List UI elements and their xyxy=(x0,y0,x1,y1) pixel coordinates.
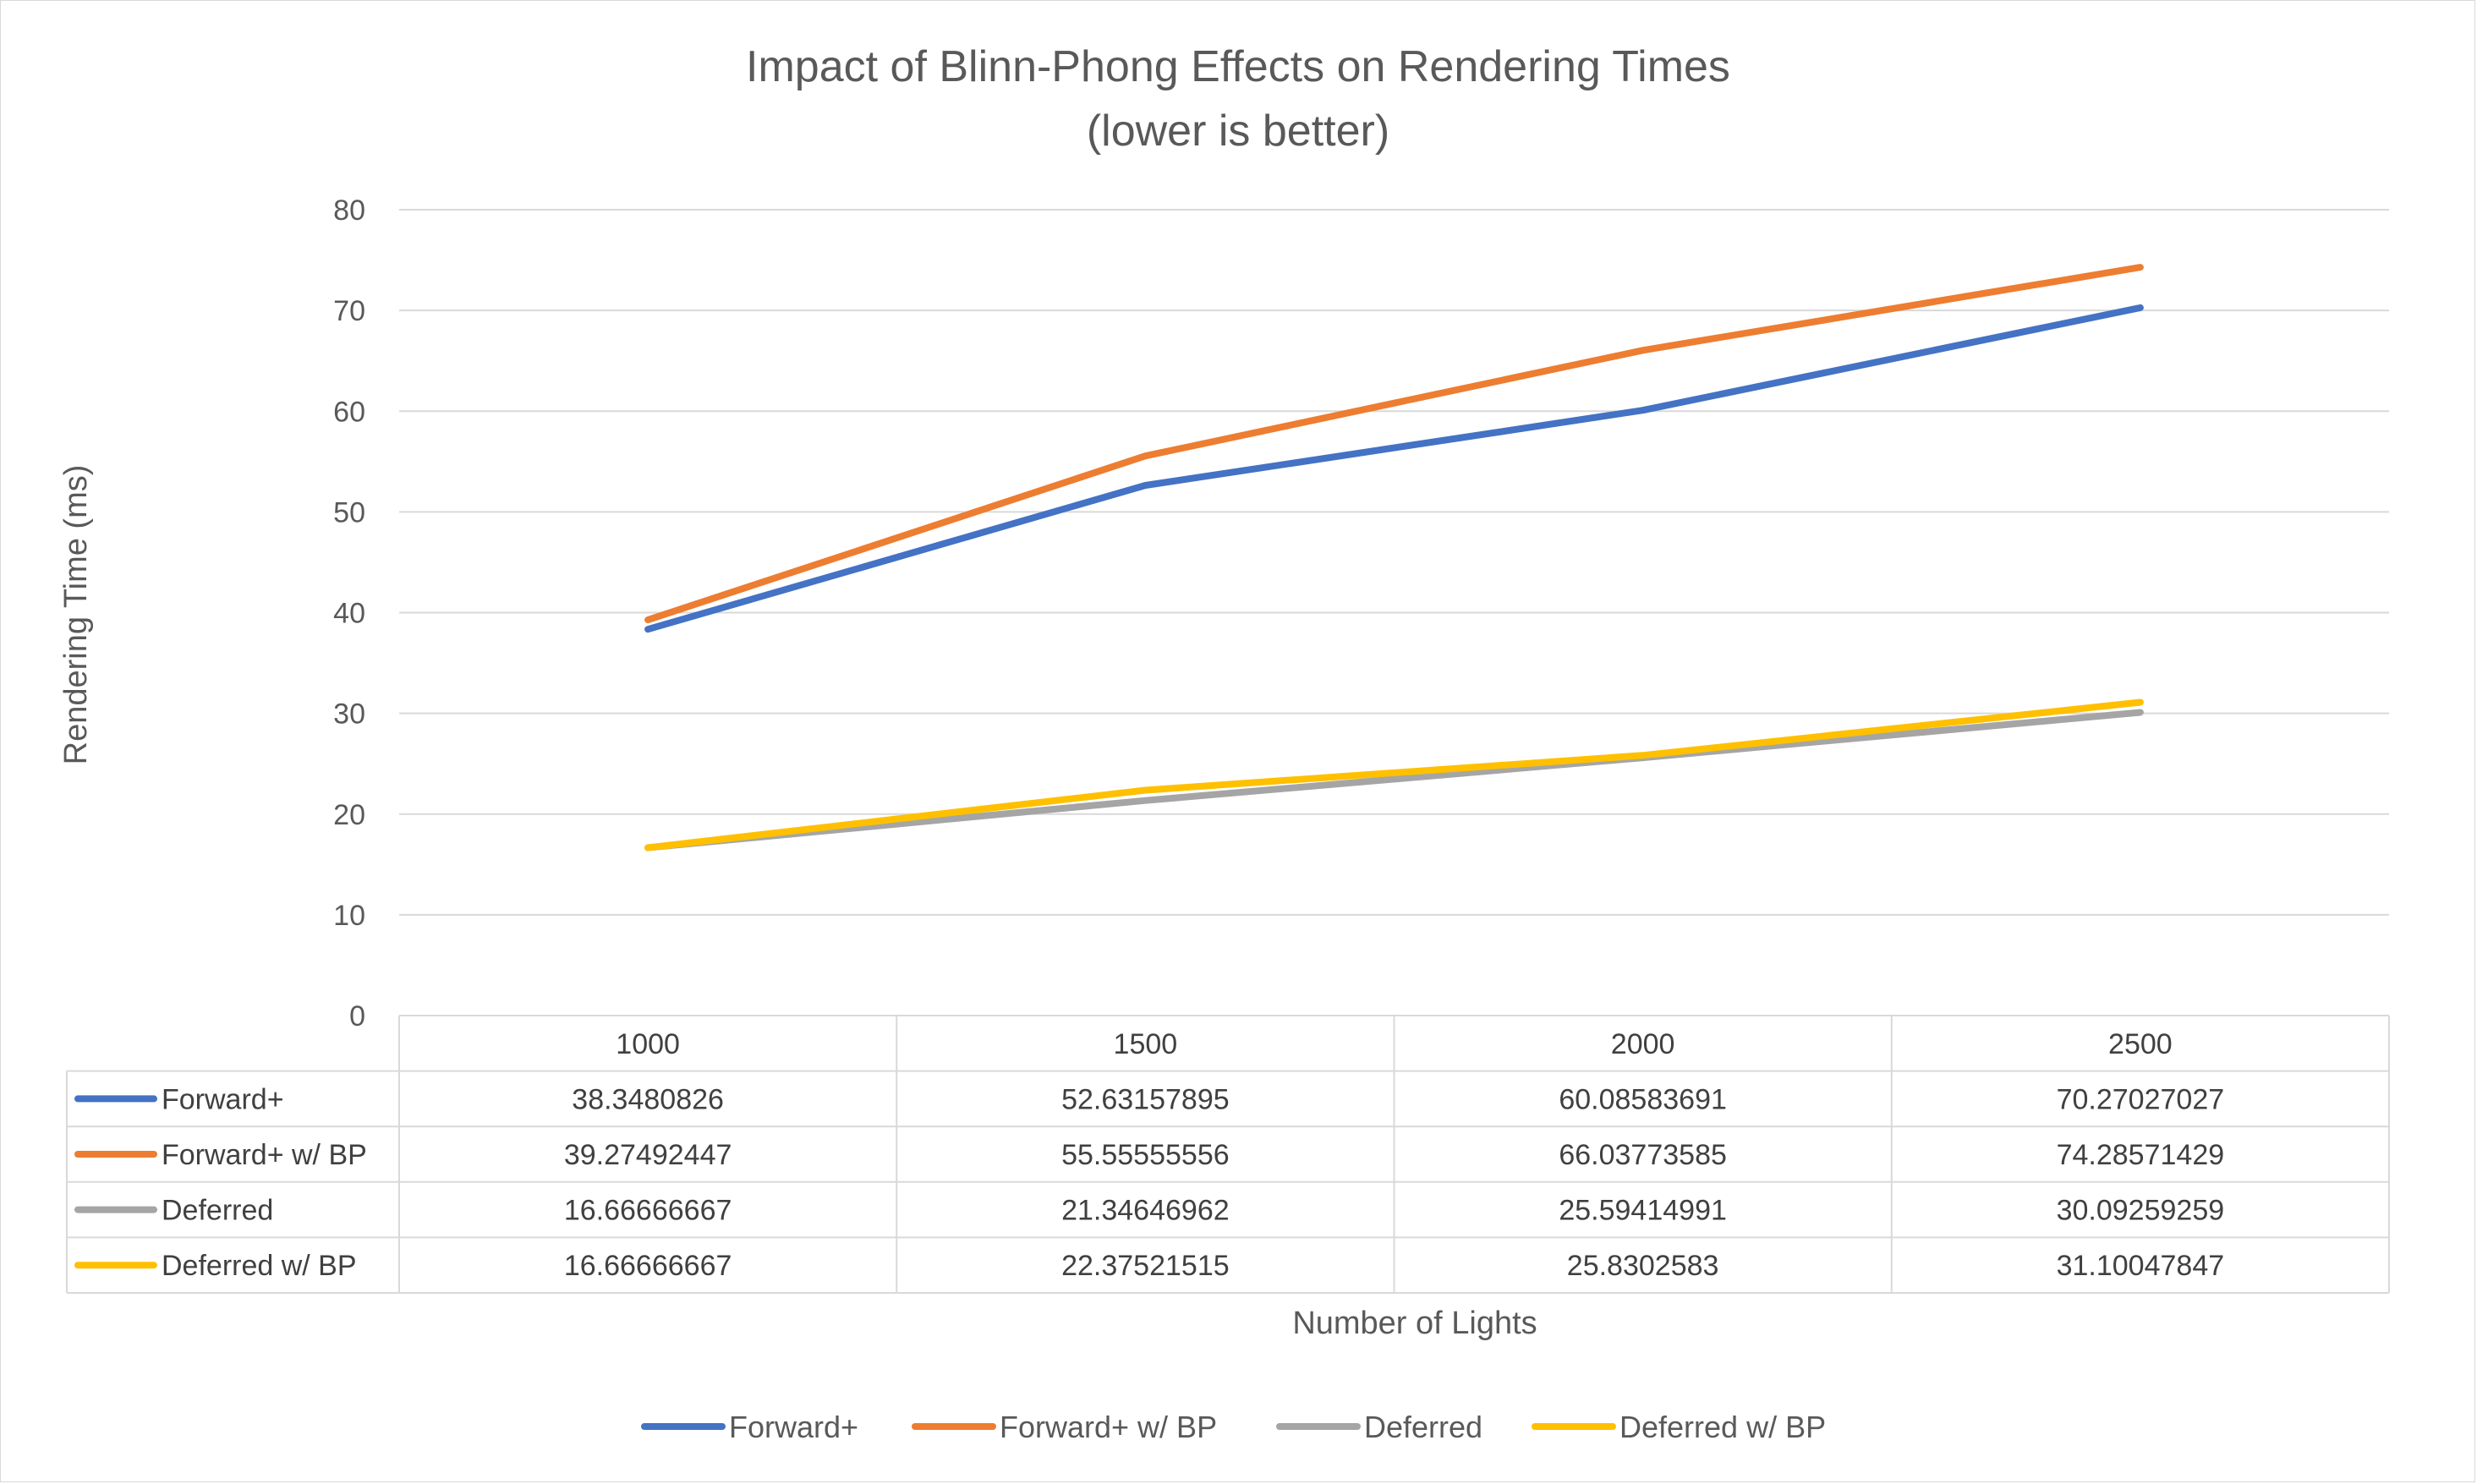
table-series-name: Deferred w/ BP xyxy=(162,1250,357,1282)
legend-label: Deferred xyxy=(1364,1410,1482,1444)
table-cell: 60.08583691 xyxy=(1559,1083,1727,1115)
table-cell: 31.10047847 xyxy=(2057,1250,2225,1282)
y-tick-label: 0 xyxy=(349,1000,365,1032)
legend: Forward+ Forward+ w/ BP Deferred Deferred w… xyxy=(641,1410,1826,1444)
series-lines xyxy=(644,264,2144,852)
table-cell: 55.55555556 xyxy=(1061,1139,1230,1171)
x-category-label: 2000 xyxy=(1611,1028,1675,1060)
table-cell: 16.66666667 xyxy=(564,1250,732,1282)
table-cell: 22.37521515 xyxy=(1061,1250,1230,1282)
table-cell: 30.09259259 xyxy=(2057,1195,2225,1227)
table-cell: 39.27492447 xyxy=(564,1139,732,1171)
table-cell: 16.66666667 xyxy=(564,1195,732,1227)
legend-label: Deferred w/ BP xyxy=(1619,1410,1826,1444)
y-tick-label: 20 xyxy=(333,799,365,831)
chart-title: Impact of Blinn-Phong Effects on Renderi… xyxy=(746,42,1730,91)
x-category-label: 2500 xyxy=(2108,1028,2173,1060)
y-axis-ticks: 0 10 20 30 40 50 60 70 80 xyxy=(333,194,365,1032)
series-line-1 xyxy=(644,304,2144,633)
table-cell: 25.8302583 xyxy=(1567,1250,1719,1282)
series-line-3 xyxy=(644,709,2144,852)
table-series-name: Forward+ w/ BP xyxy=(162,1139,367,1171)
x-category-label: 1500 xyxy=(1114,1028,1178,1060)
table-series-name: Deferred xyxy=(162,1195,273,1227)
table-series-name: Forward+ xyxy=(162,1083,284,1115)
data-table: 1000 1500 2000 2500 Forward+ 38.3480826 52.631… xyxy=(66,1015,2390,1294)
table-cell: 52.63157895 xyxy=(1061,1083,1230,1115)
y-tick-label: 50 xyxy=(333,496,365,528)
y-tick-label: 60 xyxy=(333,396,365,428)
legend-label: Forward+ xyxy=(729,1410,858,1444)
table-cell: 66.03773585 xyxy=(1559,1139,1727,1171)
series-line-4 xyxy=(644,698,2144,852)
y-axis-title: Rendering Time (ms) xyxy=(58,465,94,765)
y-tick-label: 10 xyxy=(333,900,365,932)
table-cell: 70.27027027 xyxy=(2057,1083,2225,1115)
chart-subtitle: (lower is better) xyxy=(1087,107,1389,156)
x-axis-title: Number of Lights xyxy=(1292,1306,1537,1341)
table-cell: 21.34646962 xyxy=(1061,1195,1230,1227)
y-tick-label: 80 xyxy=(333,194,365,227)
y-tick-label: 70 xyxy=(333,295,365,327)
table-cell: 25.59414991 xyxy=(1559,1195,1727,1227)
x-category-label: 1000 xyxy=(616,1028,680,1060)
series-line-2 xyxy=(644,264,2144,624)
y-tick-label: 30 xyxy=(333,698,365,731)
y-tick-label: 40 xyxy=(333,598,365,630)
legend-label: Forward+ w/ BP xyxy=(1000,1410,1217,1444)
table-cell: 38.3480826 xyxy=(572,1083,724,1115)
table-cell: 74.28571429 xyxy=(2057,1139,2225,1171)
